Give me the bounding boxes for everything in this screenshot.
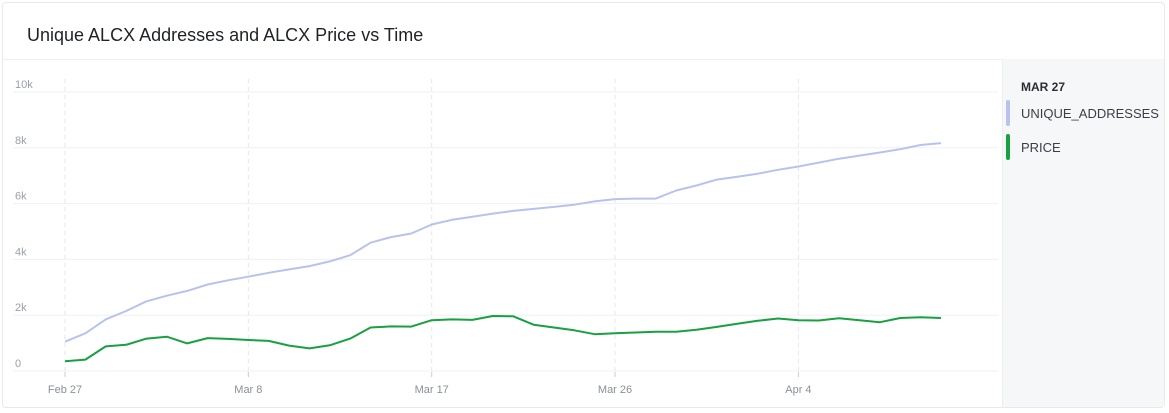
y-tick-label: 0 <box>15 358 21 370</box>
line-chart-plot[interactable]: 0 2k 4k 6k 8k 10k Feb 27 Mar 8 Mar 17 Mar 26 Apr 4 <box>3 59 1003 409</box>
x-tick-label: Feb 27 <box>48 384 82 396</box>
legend-label-unique-addresses: UNIQUE_ADDRESSES <box>1021 106 1159 121</box>
x-tick-label: Mar 26 <box>598 384 632 396</box>
legend-swatch-price <box>1006 134 1010 160</box>
chart-legend: MAR 27 UNIQUE_ADDRESSES PRICE <box>1002 59 1164 407</box>
x-tick-label: Mar 8 <box>234 384 262 396</box>
chart-card: Unique ALCX Addresses and ALCX Price vs … <box>2 2 1165 408</box>
legend-date: MAR 27 <box>1021 80 1066 94</box>
legend-item-price[interactable]: PRICE <box>1003 134 1163 164</box>
y-tick-label: 8k <box>15 135 27 147</box>
series-line-unique-addresses[interactable] <box>64 142 942 343</box>
y-tick-label: 10k <box>15 79 33 91</box>
legend-item-unique-addresses[interactable]: UNIQUE_ADDRESSES <box>1003 100 1163 130</box>
chart-title: Unique ALCX Addresses and ALCX Price vs … <box>27 25 424 45</box>
x-tick-label: Mar 17 <box>415 384 449 396</box>
series-line-price[interactable] <box>64 315 942 363</box>
chart-header: Unique ALCX Addresses and ALCX Price vs … <box>3 3 1164 60</box>
x-tick-label: Apr 4 <box>785 384 811 396</box>
legend-label-price: PRICE <box>1021 140 1061 155</box>
y-tick-label: 4k <box>15 246 27 258</box>
y-tick-label: 2k <box>15 302 27 314</box>
legend-swatch-unique-addresses <box>1006 100 1010 126</box>
y-tick-label: 6k <box>15 191 27 203</box>
